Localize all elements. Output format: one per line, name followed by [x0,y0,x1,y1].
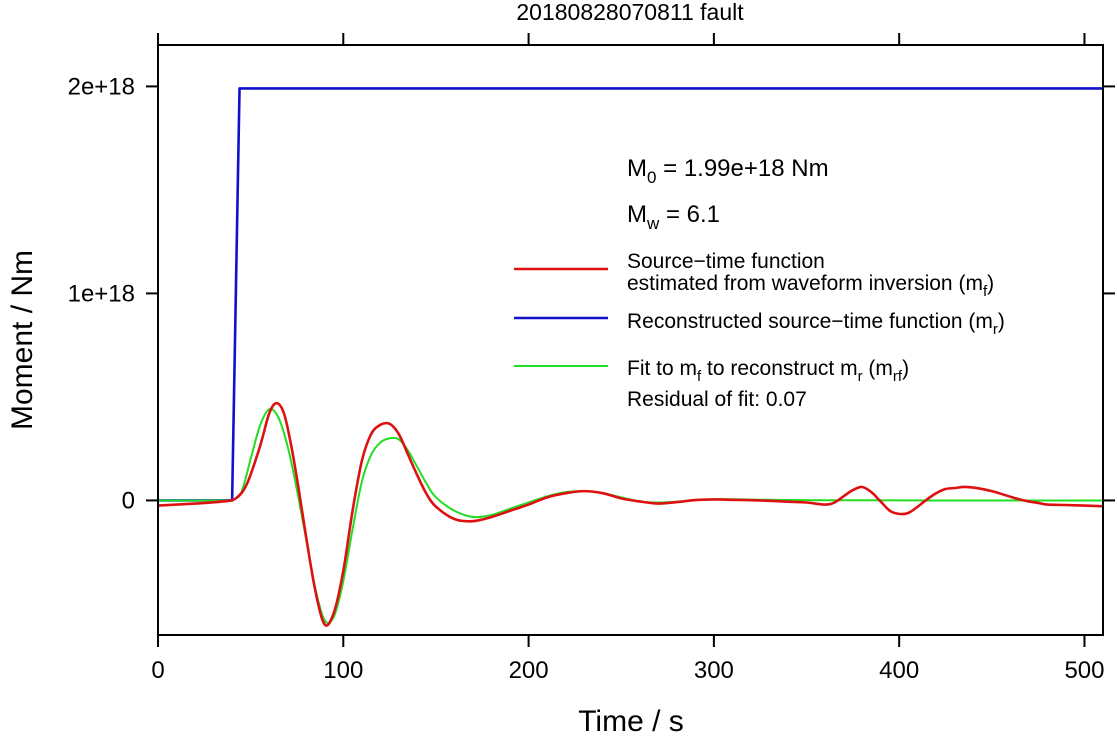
legend-label: Fit to mf to reconstruct mr (mrf) [627,357,909,385]
axis-ticks: 0 100 200 300 400 500 0 1e+18 2e+18 [68,33,1115,684]
legend-item-mr: Reconstructed source−time function (mr) [514,310,1005,338]
x-tick-label: 200 [509,657,549,684]
y-tick-label: 2e+18 [68,73,135,100]
legend-item-mrf: Fit to mf to reconstruct mr (mrf) [514,357,909,385]
plot-frame [157,44,1104,636]
moment-magnitude-annotation: Mw = 6.1 [627,201,720,233]
series-mf-line [158,401,1103,627]
seismic-moment-annotation: M0 = 1.99e+18 Nm [627,155,829,187]
x-tick-label: 300 [694,657,734,684]
series-mrf-line [158,408,1103,624]
x-tick-label: 100 [323,657,363,684]
series-layer [158,87,1103,627]
chart-title: 20180828070811 fault [516,0,744,25]
legend-label: Reconstructed source−time function (mr) [627,310,1005,338]
y-tick-label: 1e+18 [68,280,135,307]
legend-label: Source−time function [627,250,825,273]
y-axis-title: Moment / Nm [6,250,39,430]
x-tick-label: 500 [1064,657,1104,684]
residual-of-fit-label: Residual of fit: 0.07 [627,388,807,411]
x-tick-label: 0 [151,657,164,684]
x-tick-label: 400 [879,657,919,684]
legend-label: estimated from waveform inversion (mf) [627,272,994,300]
x-axis-title: Time / s [578,705,684,736]
y-tick-label: 0 [122,487,135,514]
annotations: M0 = 1.99e+18 Nm Mw = 6.1 Residual of fi… [627,155,829,411]
